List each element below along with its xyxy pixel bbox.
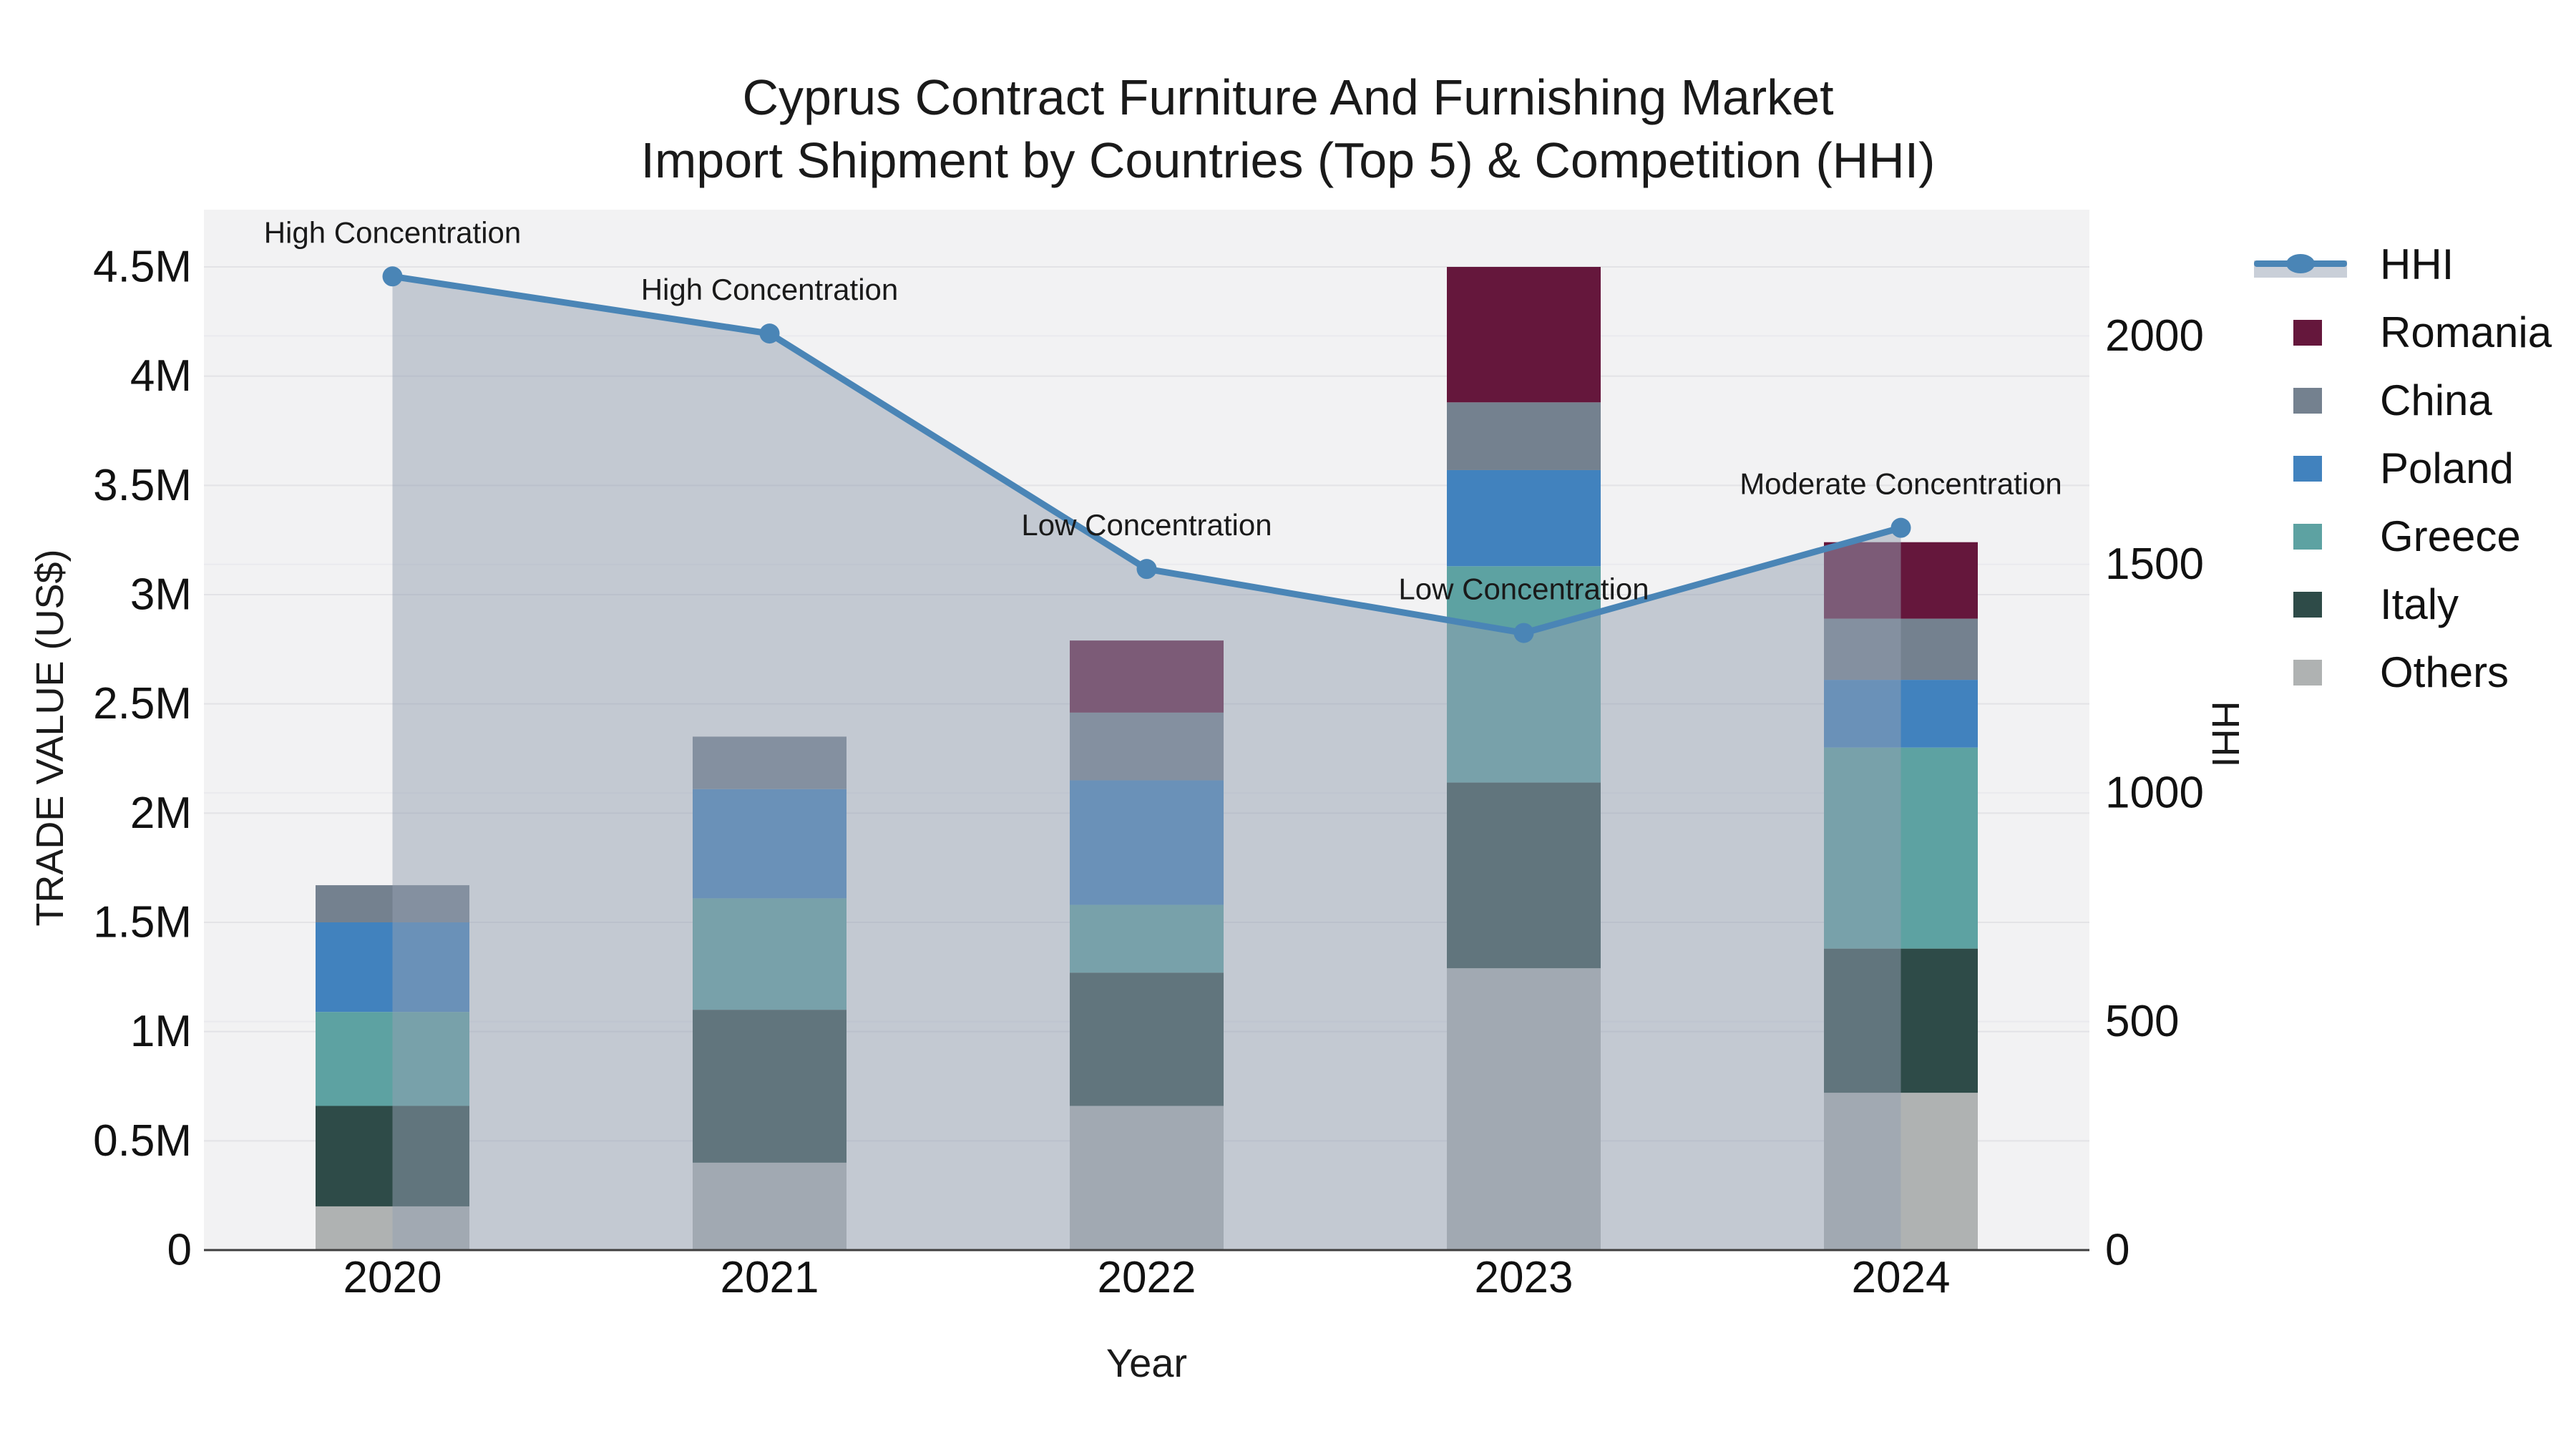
legend-label: China [2380, 376, 2492, 424]
x-axis-title: Year [1106, 1340, 1188, 1385]
legend-item-greece[interactable]: Greece [2254, 502, 2552, 570]
hhi-marker-2023[interactable] [1513, 623, 1534, 643]
legend-item-romania[interactable]: Romania [2254, 298, 2552, 366]
y-left-tick-label: 0 [167, 1226, 192, 1275]
legend-label: HHI [2380, 240, 2454, 288]
y-left-tick-label: 4.5M [93, 242, 192, 291]
legend-item-poland[interactable]: Poland [2254, 434, 2552, 502]
hhi-marker-2024[interactable] [1890, 517, 1911, 538]
y-right-tick-label: 2000 [2105, 311, 2204, 361]
legend-label: Poland [2380, 444, 2514, 492]
legend-item-others[interactable]: Others [2254, 638, 2552, 706]
y-left-tick-label: 3.5M [93, 461, 192, 510]
y-left-tick-label: 4M [130, 351, 192, 401]
y-axis-left-title: TRADE VALUE (US$) [29, 549, 72, 927]
legend: HHI Romania China Poland Greece Italy Others [2254, 230, 2552, 706]
legend-swatch-icon [2254, 591, 2361, 618]
legend-swatch-icon [2254, 455, 2361, 482]
legend-swatch-icon [2254, 659, 2361, 686]
legend-item-china[interactable]: China [2254, 366, 2552, 434]
x-tick-label-2020: 2020 [343, 1253, 442, 1302]
x-tick-label-2023: 2023 [1475, 1253, 1574, 1302]
y-right-tick-label: 0 [2105, 1226, 2129, 1275]
x-tick-label-2022: 2022 [1098, 1253, 1196, 1302]
legend-swatch-icon [2254, 387, 2361, 414]
hhi-marker-2021[interactable] [759, 323, 780, 344]
hhi-area-fill [392, 276, 1901, 1251]
hhi-line-marker-icon [2254, 250, 2347, 279]
legend-label: Greece [2380, 512, 2521, 560]
hhi-marker-2020[interactable] [382, 266, 403, 287]
poland-color-swatch-icon [2293, 455, 2322, 482]
legend-swatch-icon [2254, 523, 2361, 550]
annotation-2021: High Concentration [641, 273, 899, 306]
x-tick-label-2021: 2021 [721, 1253, 819, 1302]
y-left-tick-label: 2.5M [93, 679, 192, 728]
bar-segment-china-2023[interactable] [1447, 402, 1601, 470]
y-axis-right-title: HHI [2204, 701, 2247, 768]
annotation-2022: Low Concentration [1021, 508, 1272, 542]
y-right-tick-label: 1000 [2105, 769, 2204, 818]
chart-title-line2: Import Shipment by Countries (Top 5) & C… [640, 132, 1936, 188]
china-color-swatch-icon [2293, 387, 2322, 414]
y-left-tick-label: 2M [130, 789, 192, 838]
legend-swatch-icon [2254, 319, 2361, 346]
legend-item-hhi[interactable]: HHI [2254, 230, 2552, 298]
italy-color-swatch-icon [2293, 591, 2322, 618]
y-right-tick-label: 1500 [2105, 540, 2204, 589]
annotation-2024: Moderate Concentration [1740, 467, 2062, 501]
y-right-tick-label: 500 [2105, 997, 2179, 1046]
x-tick-label-2024: 2024 [1852, 1253, 1951, 1302]
legend-hhi-line-icon [2254, 250, 2361, 279]
legend-label: Romania [2380, 308, 2552, 356]
y-left-tick-label: 1.5M [93, 897, 192, 947]
legend-item-italy[interactable]: Italy [2254, 570, 2552, 638]
romania-color-swatch-icon [2293, 319, 2322, 346]
bar-segment-romania-2023[interactable] [1447, 266, 1601, 403]
y-left-tick-label: 3M [130, 570, 192, 619]
legend-label: Italy [2380, 580, 2459, 628]
annotation-2023: Low Concentration [1398, 572, 1649, 606]
chart-title-line1: Cyprus Contract Furniture And Furnishing… [742, 69, 1834, 125]
bar-segment-poland-2023[interactable] [1447, 469, 1601, 567]
chart-title: Cyprus Contract Furniture And Furnishing… [0, 66, 2576, 192]
legend-label: Others [2380, 648, 2509, 696]
greece-color-swatch-icon [2293, 523, 2322, 550]
others-color-swatch-icon [2293, 659, 2322, 686]
annotation-2020: High Concentration [264, 215, 522, 249]
hhi-marker-2022[interactable] [1136, 559, 1157, 580]
y-left-tick-label: 1M [130, 1007, 192, 1056]
y-left-tick-label: 0.5M [93, 1116, 192, 1166]
